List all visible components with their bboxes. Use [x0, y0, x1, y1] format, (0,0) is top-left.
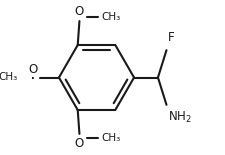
- Text: CH₃: CH₃: [0, 73, 18, 82]
- Text: O: O: [75, 137, 84, 150]
- Text: O: O: [28, 63, 38, 76]
- Text: O: O: [75, 5, 84, 18]
- Text: CH₃: CH₃: [102, 133, 121, 143]
- Text: NH$_2$: NH$_2$: [168, 110, 192, 125]
- Text: CH₃: CH₃: [102, 12, 121, 22]
- Text: F: F: [168, 31, 175, 44]
